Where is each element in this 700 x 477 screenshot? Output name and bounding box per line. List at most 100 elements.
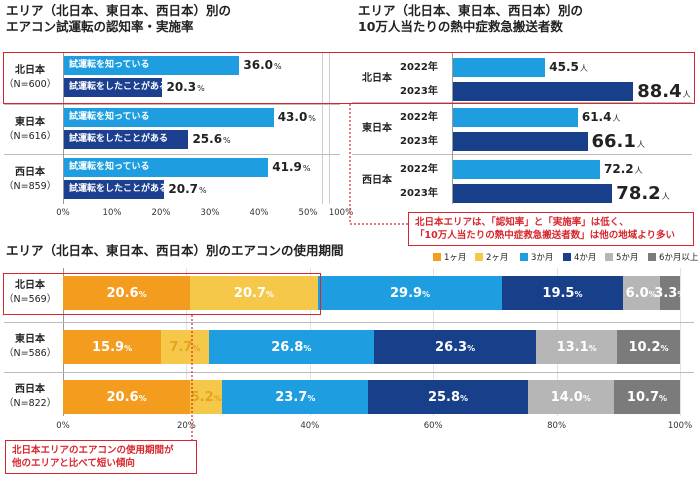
- chart3-region-name: 北日本: [15, 280, 45, 291]
- chart1-bar-did: [63, 130, 189, 149]
- chart3-segment-value: 25.8%: [428, 390, 468, 405]
- chart3-segment-value: 3.3%: [654, 286, 685, 301]
- chart3-segment-number: 20.6: [106, 285, 139, 301]
- chart3-segment-number: 10.7: [626, 389, 659, 405]
- chart3-segment-unit: %: [582, 393, 591, 403]
- chart2-title-line1: エリア（北日本、東日本、西日本）別の: [358, 3, 584, 18]
- chart1-bar-label: 試運転を知っている: [69, 112, 150, 122]
- chart1-value: 41.9%: [272, 158, 310, 178]
- chart2-bar-2023: [452, 82, 634, 101]
- note-top-line1: 北日本エリアは、「認知率」と「実施率」は低く、: [415, 217, 629, 228]
- chart3-x-tick: 80%: [547, 421, 567, 431]
- chart3-x-tick: 60%: [423, 421, 443, 431]
- chart2-value-unit: 人: [612, 114, 621, 123]
- chart3-segment-number: 23.7: [275, 389, 308, 405]
- chart1-bar-label: 試運転を知っている: [69, 60, 150, 70]
- chart3-segment-unit: %: [588, 343, 597, 353]
- chart3-segment-number: 20.6: [106, 389, 139, 405]
- chart3-segment-number: 15.9: [92, 339, 125, 355]
- chart3-region-label: 北日本 （N=569）: [4, 279, 56, 307]
- chart3-segment-value: 13.1%: [557, 340, 597, 355]
- chart3-segment: 20.7%: [190, 276, 318, 310]
- chart1-bar-know: [63, 158, 269, 177]
- chart3-legend-item: 3か月: [520, 251, 553, 263]
- chart1-value-number: 36.0: [243, 58, 273, 72]
- chart1-x-tick: 100%: [328, 208, 354, 218]
- chart2-value-number: 72.2: [604, 162, 634, 176]
- chart2-region-name: 北日本: [362, 73, 392, 84]
- chart3-segment-number: 14.0: [550, 389, 583, 405]
- chart2-value: 78.2人: [616, 184, 669, 206]
- note-top: 北日本エリアは、「認知率」と「実施率」は低く、 「10万人当たりの熱中症救急搬送…: [408, 212, 694, 246]
- chart3-segment: 15.9%: [63, 330, 162, 364]
- chart3-segment-value: 15.9%: [92, 340, 132, 355]
- chart3-x-tick: 0%: [56, 421, 70, 431]
- chart1-axis-break: [322, 52, 330, 204]
- chart1-region-name: 西日本: [15, 167, 45, 178]
- chart1-separator: [4, 104, 340, 105]
- chart2-value-unit: 人: [579, 64, 588, 73]
- chart1-value-number: 41.9: [272, 160, 302, 174]
- chart3-segment-unit: %: [648, 289, 657, 299]
- chart2-bar-2022: [452, 58, 546, 77]
- chart2-value-unit: 人: [634, 166, 643, 175]
- chart3-segment: 13.1%: [536, 330, 618, 364]
- chart3-segment: 23.7%: [222, 380, 369, 414]
- chart1-value-number: 43.0: [277, 110, 308, 124]
- chart1-region-n: （N=600）: [4, 79, 57, 90]
- chart3-separator: [4, 322, 694, 323]
- chart3-segment-unit: %: [303, 343, 312, 353]
- note-connector-top: [349, 104, 408, 225]
- chart3-segment-value: 6.0%: [626, 286, 657, 301]
- chart1-x-tick: 10%: [102, 208, 122, 218]
- chart1-bar-did: [63, 180, 165, 199]
- chart1-region-label: 北日本 （N=600）: [4, 64, 56, 92]
- chart3-segment-number: 26.8: [271, 339, 304, 355]
- chart3-segment-value: 23.7%: [275, 390, 315, 405]
- chart3-legend-item: 1ヶ月: [433, 251, 466, 263]
- highlight-north-bottom: [3, 273, 321, 315]
- chart2-region-name: 西日本: [362, 175, 392, 186]
- chart3-segment-value: 29.9%: [390, 286, 430, 301]
- chart3-segment-unit: %: [192, 343, 201, 353]
- chart3-segment: 6.0%: [622, 276, 660, 310]
- chart3-segment-value: 10.2%: [628, 340, 668, 355]
- chart3-gridline: [680, 268, 681, 416]
- chart3-segment-number: 3.3: [654, 285, 678, 301]
- chart2-value-number: 66.1: [591, 131, 636, 152]
- chart2-separator: [352, 154, 692, 155]
- chart1-value-unit: %: [197, 84, 205, 93]
- chart3-segment-unit: %: [265, 289, 274, 299]
- chart3-segment-unit: %: [213, 393, 222, 403]
- chart3-segment-value: 20.6%: [107, 390, 147, 405]
- chart3-title: エリア（北日本、東日本、西日本）別のエアコンの使用期間: [6, 243, 344, 258]
- chart2-zero-axis: [452, 52, 453, 204]
- chart3-segment-number: 13.1: [556, 339, 589, 355]
- chart1-region-label: 西日本 （N=859）: [4, 166, 56, 194]
- chart1-value-unit: %: [199, 186, 207, 195]
- chart2-value-unit: 人: [636, 140, 645, 149]
- chart1-region-name: 北日本: [15, 65, 45, 76]
- chart3-segment-unit: %: [660, 343, 669, 353]
- chart3-segment: 14.0%: [527, 380, 614, 414]
- chart3-legend-item: 2ヶ月: [475, 251, 508, 263]
- chart1-value: 20.3%: [166, 78, 204, 98]
- chart3-segment-unit: %: [138, 289, 147, 299]
- chart3-segment-value: 26.8%: [271, 340, 311, 355]
- chart3-segment-unit: %: [467, 343, 476, 353]
- chart1-x-tick: 40%: [249, 208, 269, 218]
- chart2-value-number: 78.2: [616, 183, 661, 204]
- chart3-segment-number: 19.5: [542, 285, 575, 301]
- chart3-segment: 29.9%: [317, 276, 503, 310]
- chart2-title-line2: 10万人当たりの熱中症救急搬送者数: [358, 19, 563, 34]
- chart3-segment-number: 7.7: [169, 339, 193, 355]
- highlight-north-top: [3, 52, 695, 104]
- chart3-region-n: （N=586）: [4, 348, 57, 359]
- chart1-title: エリア（北日本、東日本、西日本）別の エアコン試運転の認知率・実施率: [6, 3, 231, 35]
- note-bottom: 北日本エリアのエアコンの使用期間が 他のエリアと比べて短い傾向: [5, 440, 197, 474]
- chart3-legend-label: 3か月: [531, 253, 554, 263]
- chart3-segment-value: 10.7%: [627, 390, 667, 405]
- chart3-segment-number: 20.7: [233, 285, 266, 301]
- chart2-value-unit: 人: [661, 192, 670, 201]
- chart3-segment-unit: %: [659, 393, 668, 403]
